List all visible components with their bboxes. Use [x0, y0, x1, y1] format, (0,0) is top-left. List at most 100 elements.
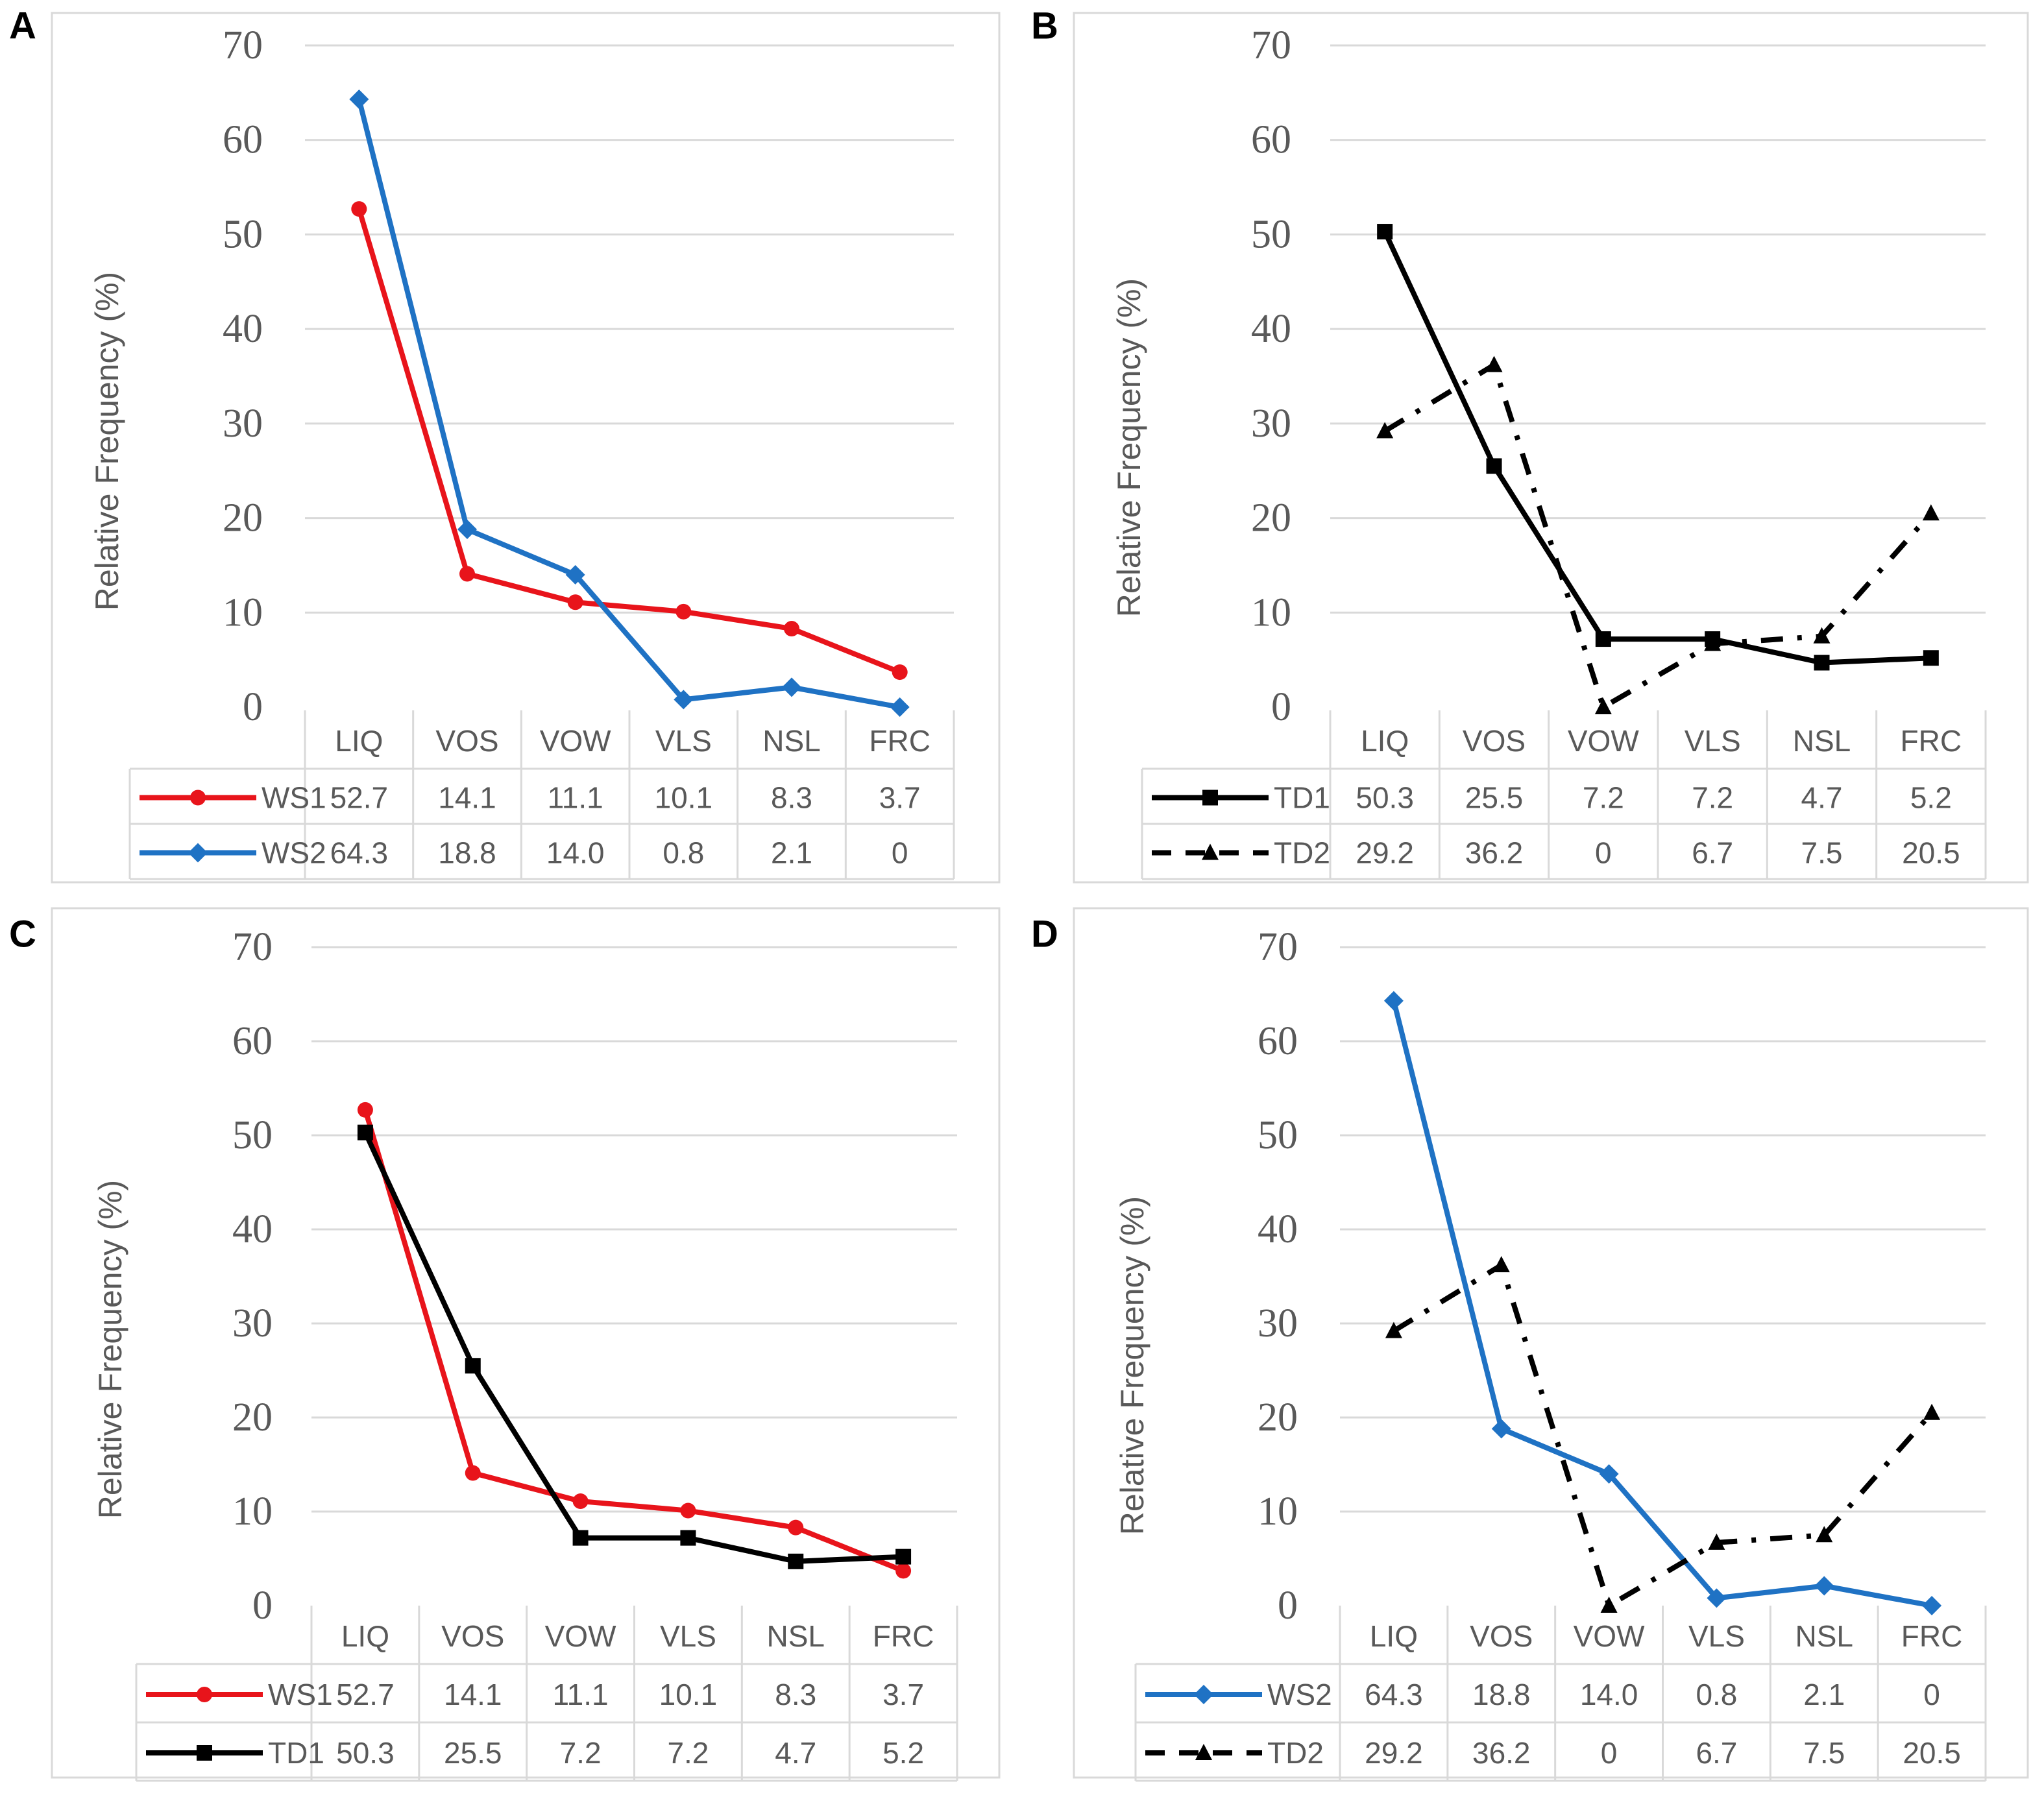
- y-tick-label: 40: [1251, 307, 1291, 351]
- legend-series-name: TD2: [1274, 836, 1330, 870]
- data-point-td2: [1376, 422, 1394, 439]
- data-point-ws1: [357, 1102, 373, 1118]
- data-point-td2: [1813, 627, 1831, 644]
- table-value-cell: 50.3: [336, 1736, 395, 1770]
- table-value-cell: 0: [1595, 836, 1612, 870]
- data-point-ws2: [1814, 1576, 1834, 1596]
- table-value-cell: 25.5: [1465, 781, 1524, 815]
- legend-key-marker: [1202, 843, 1219, 860]
- data-point-td2: [1485, 356, 1503, 372]
- data-point-td2: [1704, 634, 1722, 651]
- data-point-td2: [1492, 1256, 1510, 1273]
- table-value-cell: 50.3: [1356, 781, 1414, 815]
- chart-panel-b: B 0 10 20 30 40 50 60 70 Relative Frequency (%) LI…: [1031, 5, 2029, 884]
- data-table: LIQ VOS VOW VLS NSL FRC WS2 64.3 18.8 14.0 0.8 2.1 0…: [1134, 1606, 1987, 1782]
- table-value-cell: 0: [892, 836, 908, 870]
- table-value-cell: 6.7: [1696, 1736, 1737, 1770]
- data-point-ws2: [782, 677, 801, 697]
- data-point-ws1: [892, 664, 908, 681]
- table-value-cell: 0.8: [663, 836, 704, 870]
- table-value-cell: 14.0: [1580, 1678, 1638, 1711]
- data-point-td1: [788, 1553, 804, 1569]
- x-category-label: VOS: [1470, 1619, 1533, 1653]
- legend-key-marker: [1194, 1685, 1213, 1704]
- chart-panel-c: C 0 10 20 30 40 50 60 70 Relative Frequency (%) LI…: [9, 907, 1001, 1782]
- panel-label: A: [9, 5, 36, 47]
- legend-key-marker: [1195, 1744, 1212, 1760]
- legend-series-name: WS1: [262, 781, 326, 815]
- data-point-td2: [1385, 1321, 1402, 1338]
- data-point-ws2: [674, 690, 694, 710]
- y-tick-label: 30: [1251, 402, 1291, 446]
- data-point-td1: [465, 1358, 481, 1374]
- table-value-cell: 5.2: [1910, 781, 1952, 815]
- panel-label: B: [1031, 5, 1058, 47]
- x-category-label: NSL: [1793, 724, 1851, 758]
- series-line-td1: [363, 1131, 904, 1564]
- y-tick-label: 0: [243, 685, 263, 729]
- series-line-ws2: [1391, 1000, 1932, 1608]
- x-category-label: VOW: [540, 724, 611, 758]
- table-value-cell: 0: [1923, 1678, 1940, 1711]
- table-value-cell: 7.5: [1803, 1736, 1845, 1770]
- legend-key-marker: [1202, 790, 1218, 806]
- y-tick-label: 50: [223, 212, 263, 256]
- y-tick-label: 60: [1251, 118, 1291, 162]
- y-tick-label: 10: [1251, 590, 1291, 634]
- legend-series-name: WS1: [268, 1678, 333, 1711]
- x-category-label: NSL: [1795, 1619, 1853, 1653]
- table-value-cell: 25.5: [444, 1736, 502, 1770]
- data-point-ws2: [1383, 991, 1404, 1011]
- legend-series-name: TD2: [1267, 1736, 1324, 1770]
- y-tick-label: 60: [1258, 1019, 1298, 1063]
- data-point-td2: [1600, 1597, 1618, 1613]
- data-point-td1: [895, 1549, 912, 1565]
- data-point-ws1: [680, 1502, 696, 1519]
- data-point-ws2: [1491, 1419, 1511, 1439]
- data-point-ws2: [1922, 1596, 1942, 1615]
- x-category-label: VLS: [1688, 1619, 1745, 1653]
- y-tick-label: 10: [223, 590, 263, 634]
- data-point-td2: [1922, 504, 1940, 521]
- table-value-cell: 3.7: [882, 1678, 924, 1711]
- y-axis-label: Relative Frequency (%): [1114, 1196, 1150, 1535]
- table-value-cell: 14.0: [546, 836, 605, 870]
- data-point-ws1: [895, 1563, 912, 1579]
- x-category-label: LIQ: [1361, 724, 1409, 758]
- table-value-cell: 29.2: [1365, 1736, 1423, 1770]
- panel-frame: [1073, 907, 2029, 1779]
- legend-series-name: TD1: [268, 1736, 324, 1770]
- table-value-cell: 2.1: [1803, 1678, 1845, 1711]
- x-category-label: LIQ: [341, 1619, 389, 1653]
- chart-panel-a: A 0 10 20 30 40 50 60 70 Relative Frequency (%) LI…: [9, 5, 1001, 884]
- panel-label: C: [9, 913, 36, 956]
- data-point-ws1: [351, 201, 367, 217]
- data-point-td1: [1923, 650, 1939, 666]
- x-category-label: VOS: [435, 724, 498, 758]
- y-tick-label: 50: [1258, 1113, 1298, 1157]
- y-tick-label: 30: [232, 1301, 273, 1345]
- x-category-label: LIQ: [1370, 1619, 1418, 1653]
- y-tick-label: 40: [223, 307, 263, 351]
- table-value-cell: 5.2: [882, 1736, 924, 1770]
- series-line-ws1: [356, 208, 901, 675]
- legend-key-marker: [197, 1745, 212, 1761]
- x-category-label: VOW: [545, 1619, 616, 1653]
- x-category-label: VLS: [655, 724, 712, 758]
- table-value-cell: 18.8: [438, 836, 496, 870]
- panel-label: D: [1031, 913, 1058, 956]
- y-axis-label: Relative Frequency (%): [1111, 278, 1147, 617]
- data-point-td1: [1595, 631, 1611, 647]
- table-value-cell: 2.1: [771, 836, 812, 870]
- x-category-label: VLS: [660, 1619, 716, 1653]
- series-line-ws1: [363, 1109, 905, 1574]
- table-value-cell: 8.3: [775, 1678, 816, 1711]
- y-tick-label: 20: [1251, 496, 1291, 540]
- legend-series-name: WS2: [1267, 1678, 1332, 1711]
- data-point-ws2: [890, 697, 910, 717]
- series-line-ws2: [356, 99, 901, 710]
- table-value-cell: 11.1: [548, 781, 603, 815]
- data-point-td1: [572, 1530, 589, 1546]
- data-point-td2: [1594, 698, 1612, 714]
- legend-key-marker: [197, 1687, 212, 1702]
